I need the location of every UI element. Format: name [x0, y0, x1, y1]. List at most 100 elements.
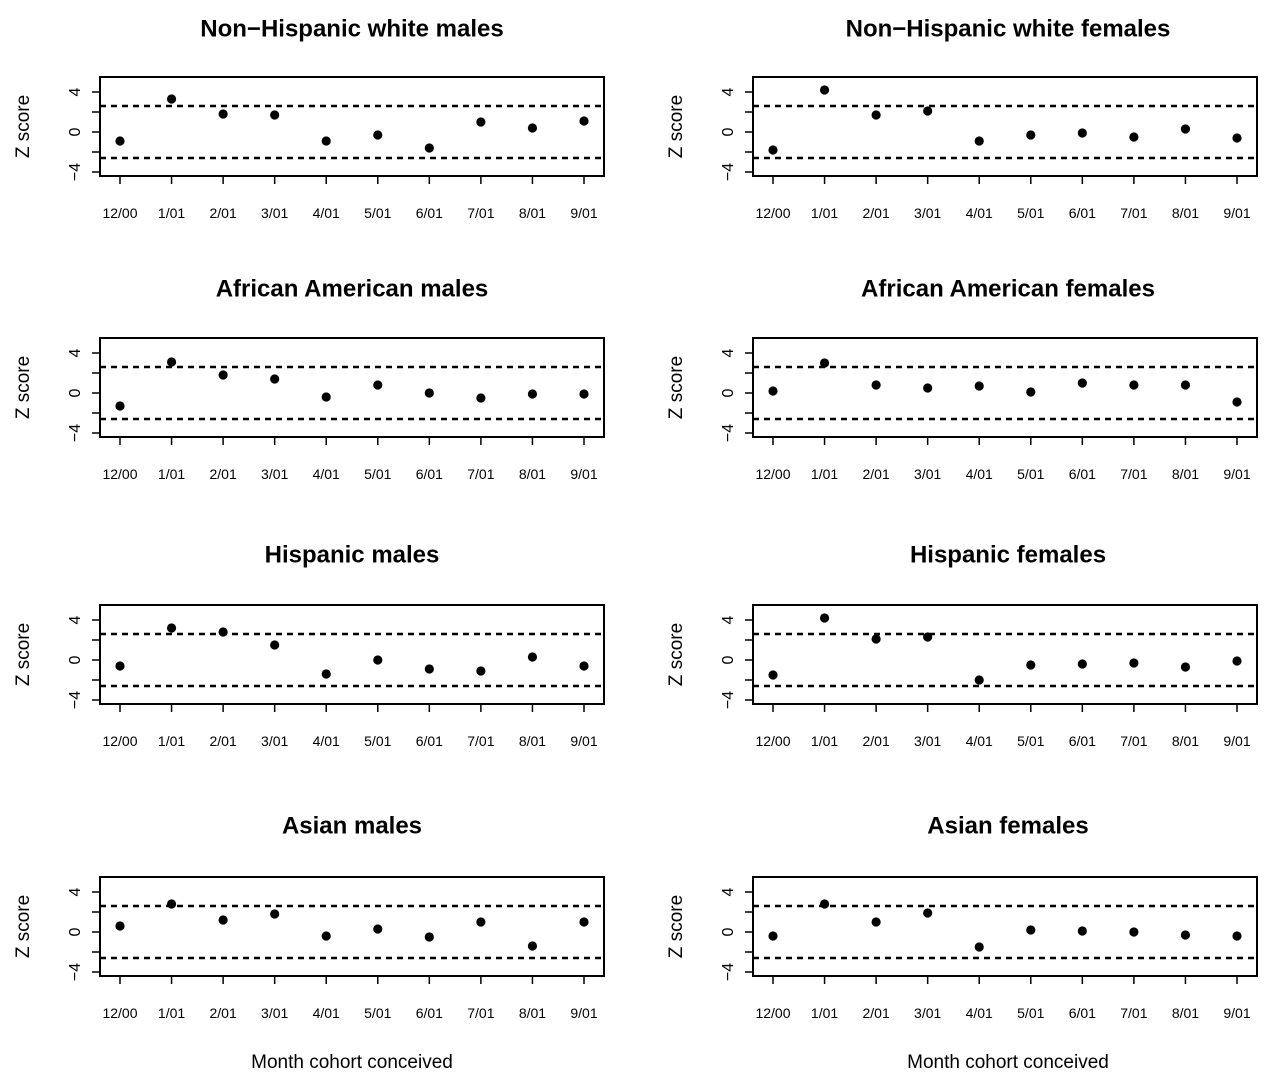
x-tick-label: 3/01	[261, 733, 288, 749]
data-point	[579, 116, 589, 126]
data-point	[1026, 130, 1036, 140]
x-tick-label: 2/01	[862, 1005, 889, 1021]
data-point	[115, 136, 125, 146]
y-axis-label: Z score	[666, 623, 687, 686]
x-tick-label: 4/01	[966, 733, 993, 749]
data-point	[166, 357, 177, 367]
x-tick-label: 6/01	[416, 466, 443, 482]
x-tick-label: 4/01	[313, 466, 340, 482]
data-point	[871, 110, 881, 120]
plot-frame	[99, 76, 605, 177]
x-axis-label: Month cohort conceived	[251, 1052, 453, 1073]
y-axis-label: Z score	[13, 895, 34, 958]
plot-frame	[99, 604, 605, 705]
x-tick-label: 12/00	[102, 205, 137, 221]
y-tick-label: 4	[67, 87, 84, 96]
panel-title: Hispanic females	[910, 541, 1106, 568]
y-tick-label: −4	[720, 424, 737, 442]
data-point	[373, 130, 383, 140]
x-tick-label: 8/01	[519, 733, 546, 749]
data-point	[270, 909, 280, 919]
x-tick-label: 3/01	[914, 733, 941, 749]
plot-frame	[752, 76, 1258, 177]
plot-frame	[752, 337, 1258, 438]
data-point	[166, 623, 177, 633]
data-point	[1129, 132, 1139, 142]
y-tick-label: 0	[67, 127, 84, 136]
x-tick-label: 12/00	[755, 205, 790, 221]
data-point	[424, 143, 434, 153]
y-tick-label: −4	[67, 963, 84, 981]
y-tick-label: 4	[720, 348, 737, 357]
x-tick-label: 8/01	[1172, 1005, 1199, 1021]
x-tick-label: 3/01	[261, 466, 288, 482]
x-tick-label: 8/01	[1172, 733, 1199, 749]
data-point	[974, 675, 984, 685]
y-tick-label: 0	[720, 655, 737, 664]
y-tick-label: −4	[67, 424, 84, 442]
data-point	[1232, 397, 1242, 407]
panel-7: Asian females 4 0 −4 Z score 12/00 1/01 2/01 3/0…	[666, 812, 1258, 1073]
y-tick-label: 4	[720, 887, 737, 896]
x-tick-label: 1/01	[811, 733, 838, 749]
x-tick-label: 5/01	[1017, 205, 1044, 221]
x-tick-label: 1/01	[158, 205, 185, 221]
data-point	[768, 670, 778, 680]
data-point	[819, 358, 830, 368]
data-point	[115, 921, 125, 931]
data-point	[218, 109, 228, 119]
x-tick-label: 6/01	[1069, 466, 1096, 482]
data-point	[579, 389, 589, 399]
data-point	[218, 915, 228, 925]
data-point	[1180, 124, 1191, 134]
data-point	[373, 655, 383, 665]
data-point	[819, 613, 830, 623]
y-tick-label: 0	[720, 388, 737, 397]
data-point	[923, 632, 933, 642]
data-point	[115, 661, 125, 671]
x-tick-label: 3/01	[914, 1005, 941, 1021]
data-point	[166, 899, 177, 909]
data-point	[579, 661, 589, 671]
data-point	[1077, 926, 1087, 936]
x-tick-label: 9/01	[570, 205, 597, 221]
data-point	[1129, 380, 1139, 390]
data-point	[871, 634, 881, 644]
x-tick-label: 1/01	[811, 1005, 838, 1021]
y-axis-label: Z score	[13, 95, 34, 158]
data-point	[923, 383, 933, 393]
x-tick-label: 9/01	[1223, 205, 1250, 221]
y-axis-label: Z score	[13, 356, 34, 419]
data-point	[1026, 660, 1036, 670]
data-point	[1180, 930, 1191, 940]
x-tick-label: 2/01	[862, 205, 889, 221]
x-tick-label: 12/00	[755, 1005, 790, 1021]
data-point	[527, 123, 538, 133]
x-tick-label: 12/00	[102, 1005, 137, 1021]
plot-frame	[99, 337, 605, 438]
panel-title: Non−Hispanic white males	[200, 15, 503, 42]
data-point	[218, 370, 228, 380]
data-point	[974, 942, 984, 952]
x-tick-label: 6/01	[1069, 1005, 1096, 1021]
x-tick-label: 6/01	[1069, 205, 1096, 221]
x-tick-label: 5/01	[364, 466, 391, 482]
y-axis-label: Z score	[666, 895, 687, 958]
data-point	[819, 899, 830, 909]
data-point	[270, 374, 280, 384]
data-point	[373, 380, 383, 390]
panel-title: Hispanic males	[265, 541, 440, 568]
data-point	[871, 380, 881, 390]
data-point	[974, 136, 984, 146]
panel-2: African American males 4 0 −4 Z score 12/00 1/…	[13, 275, 605, 482]
y-axis-label: Z score	[666, 95, 687, 158]
data-point	[115, 401, 125, 411]
y-tick-label: 4	[720, 615, 737, 624]
panel-title: Non−Hispanic white females	[846, 15, 1171, 42]
data-point	[579, 917, 589, 927]
data-point	[1180, 380, 1191, 390]
x-tick-label: 5/01	[364, 205, 391, 221]
x-tick-label: 1/01	[811, 466, 838, 482]
x-tick-label: 1/01	[158, 1005, 185, 1021]
x-tick-label: 2/01	[209, 733, 236, 749]
